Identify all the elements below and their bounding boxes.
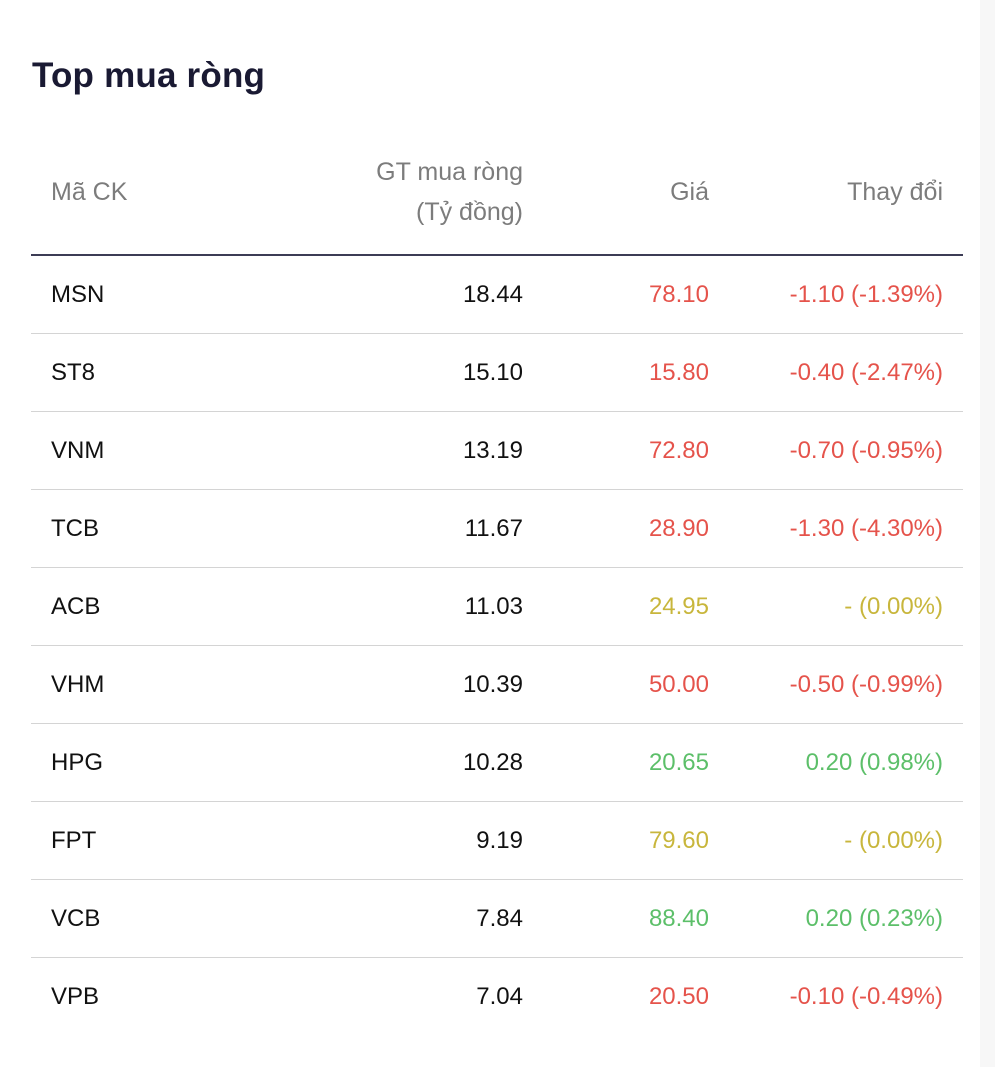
price-change: -1.30 (-4.30%): [789, 515, 943, 542]
stock-code[interactable]: VPB: [51, 983, 100, 1010]
net-buy-table: Mã CK GT mua ròng (Tỷ đồng) Giá Thay đổi…: [31, 140, 963, 1035]
stock-code[interactable]: VCB: [51, 905, 101, 932]
net-buy-value: 11.03: [464, 593, 523, 620]
price: 78.10: [648, 281, 709, 308]
price: 15.80: [648, 359, 709, 386]
table-row[interactable]: VPB 7.04 20.50 -0.10 (-0.49%): [31, 958, 963, 1035]
table-row[interactable]: VHM 10.39 50.00 -0.50 (-0.99%): [31, 646, 963, 724]
stock-code[interactable]: ST8: [51, 359, 96, 386]
stock-code[interactable]: FPT: [51, 827, 97, 854]
net-buy-value: 13.19: [462, 437, 523, 464]
stock-code[interactable]: TCB: [51, 515, 99, 542]
net-buy-value: 10.39: [462, 671, 523, 698]
table-row[interactable]: ST8 15.10 15.80 -0.40 (-2.47%): [31, 334, 963, 412]
price-change: -0.10 (-0.49%): [789, 983, 943, 1010]
price: 20.65: [648, 749, 709, 776]
column-header-change: Thay đổi: [847, 178, 943, 206]
page-edge: [980, 0, 995, 1067]
table-row[interactable]: TCB 11.67 28.90 -1.30 (-4.30%): [31, 490, 963, 568]
stock-code[interactable]: VNM: [51, 437, 105, 464]
net-buy-value: 7.04: [476, 983, 523, 1010]
price: 50.00: [648, 671, 709, 698]
table-header: Mã CK GT mua ròng (Tỷ đồng) Giá Thay đổi: [31, 140, 963, 256]
price: 28.90: [648, 515, 709, 542]
price: 79.60: [648, 827, 709, 854]
stock-code[interactable]: MSN: [51, 281, 105, 308]
table-row[interactable]: ACB 11.03 24.95 - (0.00%): [31, 568, 963, 646]
column-header-net-buy-value-line1: GT mua ròng: [376, 158, 523, 186]
net-buy-value: 15.10: [462, 359, 523, 386]
price-change: 0.20 (0.98%): [805, 749, 943, 776]
price-change: 0.20 (0.23%): [805, 905, 943, 932]
price-change: - (0.00%): [844, 593, 943, 620]
table-row[interactable]: VCB 7.84 88.40 0.20 (0.23%): [31, 880, 963, 958]
net-buy-value: 11.67: [464, 515, 523, 542]
table-row[interactable]: FPT 9.19 79.60 - (0.00%): [31, 802, 963, 880]
table-row[interactable]: MSN 18.44 78.10 -1.10 (-1.39%): [31, 256, 963, 334]
net-buy-value: 7.84: [476, 905, 523, 932]
price-change: -0.70 (-0.95%): [789, 437, 943, 464]
price-change: - (0.00%): [844, 827, 943, 854]
stock-code[interactable]: HPG: [51, 749, 104, 776]
panel-title: Top mua ròng: [32, 56, 266, 95]
price: 88.40: [648, 905, 709, 932]
column-header-price: Giá: [670, 178, 709, 206]
net-buy-value: 18.44: [462, 281, 523, 308]
price-change: -0.50 (-0.99%): [789, 671, 943, 698]
column-header-net-buy-value-line2: (Tỷ đồng): [416, 198, 523, 226]
table-body: MSN 18.44 78.10 -1.10 (-1.39%) ST8 15.10…: [31, 256, 963, 1035]
price-change: -1.10 (-1.39%): [789, 281, 943, 308]
stock-code[interactable]: VHM: [51, 671, 105, 698]
column-header-code: Mã CK: [51, 178, 128, 206]
net-buy-value: 10.28: [462, 749, 523, 776]
stock-code[interactable]: ACB: [51, 593, 101, 620]
price: 24.95: [648, 593, 709, 620]
price: 20.50: [648, 983, 709, 1010]
price: 72.80: [648, 437, 709, 464]
price-change: -0.40 (-2.47%): [789, 359, 943, 386]
net-buy-value: 9.19: [476, 827, 523, 854]
table-row[interactable]: HPG 10.28 20.65 0.20 (0.98%): [31, 724, 963, 802]
column-header-net-buy-value: GT mua ròng (Tỷ đồng): [376, 152, 523, 232]
table-row[interactable]: VNM 13.19 72.80 -0.70 (-0.95%): [31, 412, 963, 490]
